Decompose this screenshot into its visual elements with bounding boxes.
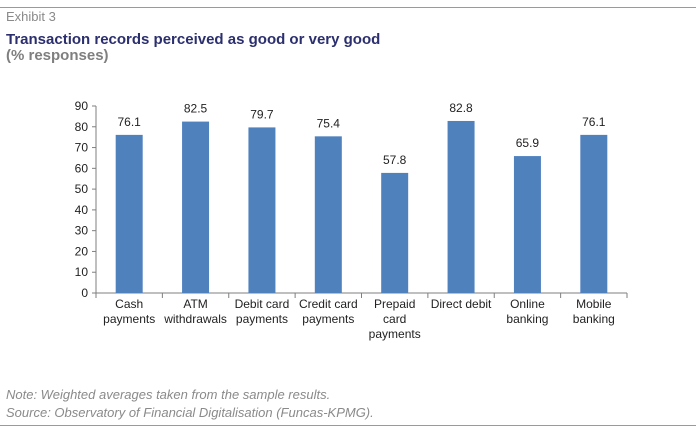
exhibit-label: Exhibit 3 <box>6 9 56 24</box>
y-tick-label: 90 <box>75 99 89 113</box>
data-label: 82.5 <box>184 102 208 116</box>
x-tick-label: banking <box>506 312 548 326</box>
data-label: 65.9 <box>516 136 540 150</box>
bar <box>314 136 342 293</box>
x-tick-label: payments <box>236 312 288 326</box>
data-label: 76.1 <box>118 115 142 129</box>
chart-note: Note: Weighted averages taken from the s… <box>6 387 331 402</box>
x-tick-label: card <box>383 312 406 326</box>
top-rule <box>0 7 696 8</box>
bar <box>182 121 210 293</box>
bar <box>248 127 276 293</box>
x-tick-label: payments <box>369 327 421 341</box>
y-tick-label: 60 <box>75 161 89 175</box>
data-label: 76.1 <box>582 115 606 129</box>
x-tick-label: Online <box>510 297 545 311</box>
x-tick-label: Debit card <box>235 297 290 311</box>
y-tick-label: 30 <box>75 224 89 238</box>
x-tick-label: ATM <box>183 297 207 311</box>
bar <box>447 120 475 294</box>
y-tick-label: 50 <box>75 182 89 196</box>
data-label: 82.8 <box>449 101 473 115</box>
x-tick-label: payments <box>302 312 354 326</box>
bar <box>115 134 143 293</box>
x-tick-label: Cash <box>115 297 143 311</box>
x-tick-label: Direct debit <box>431 297 492 311</box>
y-tick-label: 20 <box>75 244 89 258</box>
bottom-rule <box>0 425 696 426</box>
x-tick-label: Mobile <box>576 297 612 311</box>
x-tick-label: Credit card <box>299 297 358 311</box>
x-tick-label: payments <box>103 312 155 326</box>
chart-subtitle: (% responses) <box>6 47 109 64</box>
data-label: 75.4 <box>317 116 341 130</box>
bar <box>580 134 608 293</box>
y-tick-label: 10 <box>75 265 89 279</box>
chart-title: Transaction records perceived as good or… <box>6 31 381 48</box>
y-tick-label: 0 <box>81 286 88 300</box>
data-label: 57.8 <box>383 153 407 167</box>
y-tick-label: 70 <box>75 141 89 155</box>
data-label: 79.7 <box>250 107 274 121</box>
y-tick-label: 40 <box>75 203 89 217</box>
bar <box>513 156 541 293</box>
bar <box>381 172 409 293</box>
x-tick-label: Prepaid <box>374 297 415 311</box>
bar-chart: 010203040506070809076.1Cashpayments82.5A… <box>75 99 628 341</box>
x-tick-label: withdrawals <box>163 312 227 326</box>
chart-source: Source: Observatory of Financial Digital… <box>6 405 374 420</box>
y-tick-label: 80 <box>75 120 89 134</box>
x-tick-label: banking <box>573 312 615 326</box>
